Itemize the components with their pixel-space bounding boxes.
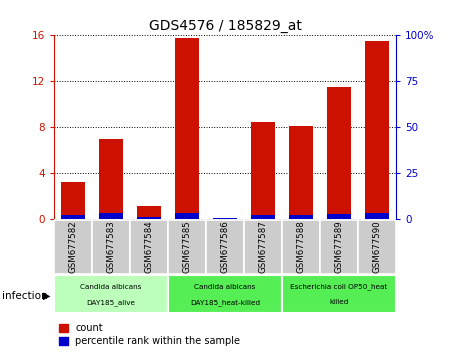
FancyBboxPatch shape xyxy=(54,275,168,313)
Text: GSM677586: GSM677586 xyxy=(220,221,230,273)
Text: infection: infection xyxy=(2,291,48,301)
Bar xyxy=(175,213,199,219)
Title: GDS4576 / 185829_at: GDS4576 / 185829_at xyxy=(148,19,302,33)
Text: killed: killed xyxy=(329,299,349,306)
Bar xyxy=(99,139,123,219)
Text: GSM677584: GSM677584 xyxy=(144,221,153,273)
FancyBboxPatch shape xyxy=(92,220,130,274)
Text: Candida albicans: Candida albicans xyxy=(80,284,142,290)
Bar xyxy=(61,182,86,219)
FancyBboxPatch shape xyxy=(282,220,320,274)
Bar xyxy=(364,41,389,219)
FancyBboxPatch shape xyxy=(282,275,396,313)
FancyBboxPatch shape xyxy=(358,220,396,274)
Bar xyxy=(137,217,162,219)
Text: GSM677583: GSM677583 xyxy=(107,221,116,273)
Text: GSM677590: GSM677590 xyxy=(373,221,382,273)
Text: GSM677585: GSM677585 xyxy=(183,221,192,273)
Text: GSM677587: GSM677587 xyxy=(258,221,267,273)
Bar xyxy=(288,126,313,219)
Text: ▶: ▶ xyxy=(43,291,50,301)
FancyBboxPatch shape xyxy=(168,275,282,313)
FancyBboxPatch shape xyxy=(244,220,282,274)
Text: Candida albicans: Candida albicans xyxy=(194,284,256,290)
Text: Escherichia coli OP50_heat: Escherichia coli OP50_heat xyxy=(290,284,387,290)
Text: DAY185_heat-killed: DAY185_heat-killed xyxy=(190,299,260,306)
FancyBboxPatch shape xyxy=(54,220,92,274)
Bar xyxy=(61,215,86,219)
Bar xyxy=(213,218,237,219)
FancyBboxPatch shape xyxy=(320,220,358,274)
Bar xyxy=(251,215,275,219)
FancyBboxPatch shape xyxy=(130,220,168,274)
Bar xyxy=(288,215,313,219)
Text: DAY185_alive: DAY185_alive xyxy=(86,299,135,306)
Bar xyxy=(364,213,389,219)
Text: GSM677588: GSM677588 xyxy=(297,221,306,273)
FancyBboxPatch shape xyxy=(168,220,206,274)
Text: GSM677589: GSM677589 xyxy=(334,221,343,273)
Bar xyxy=(327,214,351,219)
Legend: count, percentile rank within the sample: count, percentile rank within the sample xyxy=(59,324,240,346)
Bar xyxy=(99,213,123,219)
Text: GSM677582: GSM677582 xyxy=(68,221,77,273)
FancyBboxPatch shape xyxy=(206,220,244,274)
Bar xyxy=(137,206,162,219)
Bar xyxy=(175,38,199,219)
Bar xyxy=(251,122,275,219)
Bar xyxy=(327,87,351,219)
